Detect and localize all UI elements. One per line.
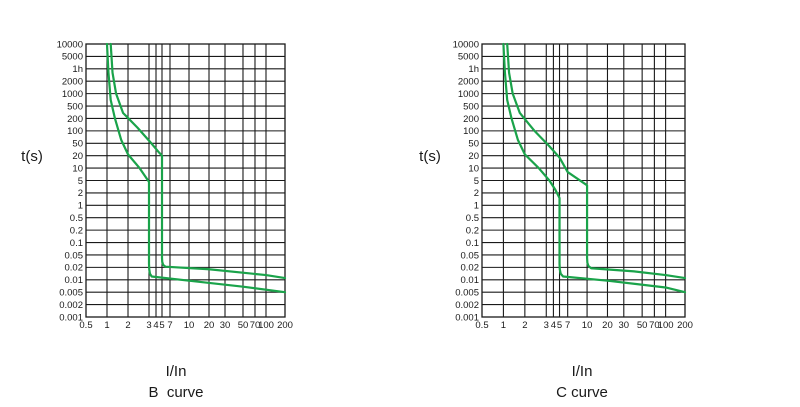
b-curve-y-tick-label: 0.002	[59, 300, 83, 311]
b-curve-x-tick-label: 70	[250, 320, 261, 331]
b-curve-x-tick-label: 2	[125, 320, 130, 331]
b-curve-x-tick-label: 50	[238, 320, 249, 331]
c-curve-lower-boundary-line	[502, 42, 687, 294]
b-curve-y-tick-label: 0.005	[59, 287, 83, 298]
c-curve-y-tick-label: 0.002	[455, 300, 479, 311]
c-curve-x-tick-label: 7	[565, 320, 570, 331]
c-curve-y-tick-label: 100	[463, 126, 479, 137]
c-curve-y-tick-label: 0.2	[466, 225, 479, 236]
c-curve-y-tick-label: 2000	[458, 77, 479, 88]
c-curve-x-tick-label: 200	[677, 320, 693, 331]
c-curve-x-tick-label: 20	[602, 320, 613, 331]
c-curve-x-tick-label: 4	[551, 320, 556, 331]
c-curve-y-tick-label: 10000	[453, 39, 479, 50]
c-curve-y-tick-label: 0.005	[455, 287, 479, 298]
c-curve-x-axis-label: I/In	[572, 363, 593, 380]
b-curve-y-tick-label: 10000	[57, 39, 83, 50]
b-curve-y-tick-label: 50	[72, 139, 83, 150]
b-curve-y-tick-label: 0.1	[70, 238, 83, 249]
b-curve-y-tick-label: 1	[78, 201, 83, 212]
b-curve-y-tick-label: 1h	[72, 64, 83, 75]
c-curve-x-tick-label: 0.5	[475, 320, 488, 331]
c-curve-x-tick-label: 10	[582, 320, 593, 331]
c-curve-x-tick-label: 5	[557, 320, 562, 331]
c-curve-y-tick-label: 1	[474, 201, 479, 212]
b-curve-x-tick-label: 4	[153, 320, 158, 331]
b-curve-x-tick-label: 20	[204, 320, 215, 331]
b-curve-x-tick-label: 3	[146, 320, 151, 331]
c-curve-y-tick-label: 10	[468, 163, 479, 174]
b-curve-x-tick-label: 1	[104, 320, 109, 331]
c-curve-y-tick-label: 2	[474, 188, 479, 199]
b-curve-y-tick-label: 0.01	[65, 275, 84, 286]
b-curve-y-tick-label: 20	[72, 151, 83, 162]
b-curve-y-tick-label: 0.001	[59, 312, 83, 323]
c-curve-y-tick-label: 5000	[458, 52, 479, 63]
b-curve-x-tick-label: 0.5	[79, 320, 92, 331]
c-curve-y-tick-label: 5	[474, 176, 479, 187]
c-curve-title: C curve	[556, 384, 608, 401]
c-curve-y-tick-label: 0.5	[466, 213, 479, 224]
c-curve-x-tick-label: 3	[544, 320, 549, 331]
c-curve-x-tick-label: 70	[649, 320, 660, 331]
b-curve-y-tick-label: 10	[72, 163, 83, 174]
b-curve-y-tick-label: 0.05	[65, 250, 84, 261]
b-curve-title: B curve	[148, 384, 203, 401]
c-curve-y-tick-label: 1h	[468, 64, 479, 75]
b-curve-y-tick-label: 100	[67, 126, 83, 137]
c-curve-y-tick-label: 20	[468, 151, 479, 162]
b-curve-y-tick-label: 5	[78, 176, 83, 187]
b-curve-y-axis-label: t(s)	[21, 148, 43, 165]
c-curve-x-tick-label: 50	[637, 320, 648, 331]
b-curve-y-tick-label: 200	[67, 114, 83, 125]
c-curve-x-tick-label: 1	[501, 320, 506, 331]
c-curve-upper-boundary-line	[506, 42, 687, 280]
b-curve-x-tick-label: 7	[167, 320, 172, 331]
b-curve-x-tick-label: 10	[184, 320, 195, 331]
c-curve-y-tick-label: 1000	[458, 89, 479, 100]
c-curve-y-tick-label: 0.05	[461, 250, 480, 261]
c-curve-y-tick-label: 0.1	[466, 238, 479, 249]
c-curve-y-tick-label: 0.001	[455, 312, 479, 323]
c-curve-y-tick-label: 200	[463, 114, 479, 125]
b-curve-panel: 1000050001h200010005002001005020105210.5…	[21, 39, 293, 401]
b-curve-lower-boundary-line	[105, 42, 287, 294]
c-curve-x-tick-label: 30	[619, 320, 630, 331]
c-curve-y-tick-label: 0.02	[461, 263, 480, 274]
b-curve-y-tick-label: 0.02	[65, 263, 84, 274]
c-curve-panel: 1000050001h200010005002001005020105210.5…	[419, 39, 693, 401]
b-curve-y-tick-label: 2000	[62, 77, 83, 88]
b-curve-x-tick-label: 5	[159, 320, 164, 331]
b-curve-y-tick-label: 1000	[62, 89, 83, 100]
b-curve-x-axis-label: I/In	[166, 363, 187, 380]
c-curve-x-tick-label: 2	[522, 320, 527, 331]
b-curve-y-tick-label: 5000	[62, 52, 83, 63]
c-curve-y-tick-label: 500	[463, 101, 479, 112]
c-curve-x-tick-label: 100	[658, 320, 674, 331]
b-curve-x-tick-label: 30	[220, 320, 231, 331]
b-curve-x-tick-label: 200	[277, 320, 293, 331]
b-curve-y-tick-label: 0.5	[70, 213, 83, 224]
b-curve-y-tick-label: 2	[78, 188, 83, 199]
b-curve-y-tick-label: 500	[67, 101, 83, 112]
b-curve-y-tick-label: 0.2	[70, 225, 83, 236]
c-curve-y-axis-label: t(s)	[419, 148, 441, 165]
b-curve-upper-boundary-line	[109, 42, 287, 280]
c-curve-y-tick-label: 0.01	[461, 275, 480, 286]
c-curve-y-tick-label: 50	[468, 139, 479, 150]
b-curve-x-tick-label: 100	[258, 320, 274, 331]
